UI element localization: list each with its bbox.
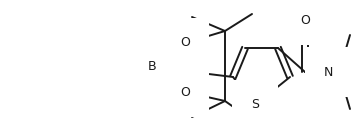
Text: O: O [180,85,190,98]
Text: O: O [180,36,190,49]
Text: O: O [300,14,310,27]
Text: S: S [251,98,259,111]
Text: N: N [323,66,333,79]
Text: B: B [148,60,156,74]
